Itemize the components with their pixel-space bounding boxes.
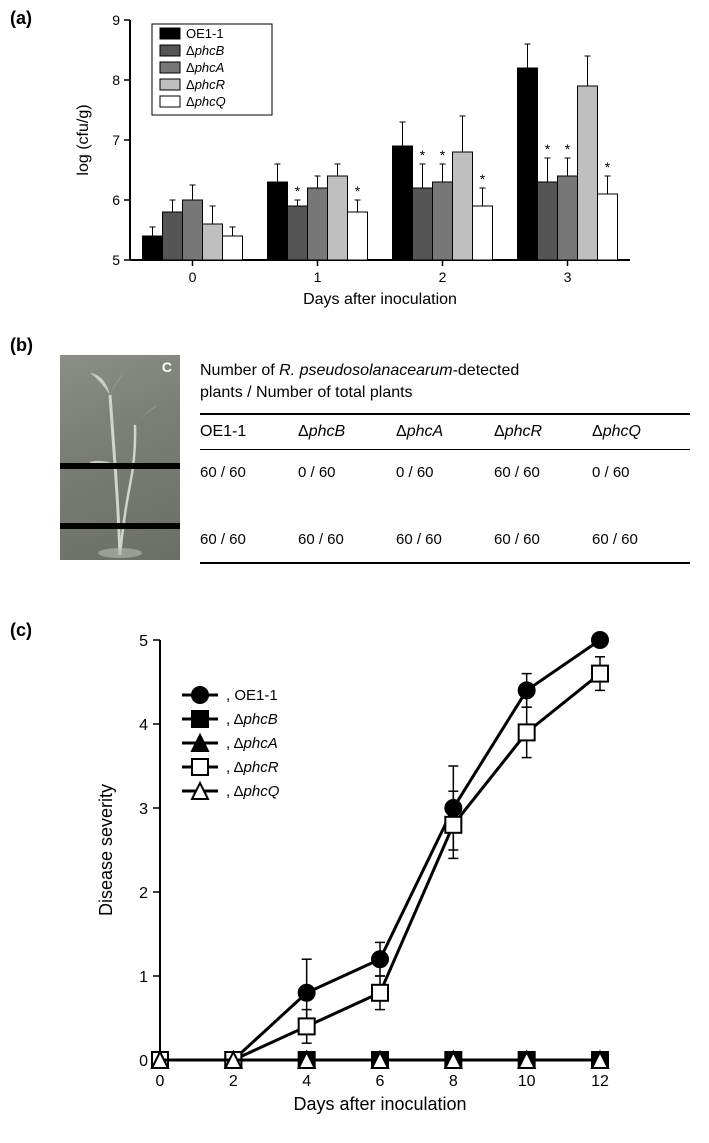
- panel-c-label: (c): [10, 620, 32, 641]
- table-cell: 60 / 60: [200, 531, 298, 548]
- svg-text:ΔphcR: ΔphcR: [186, 77, 225, 92]
- table-col-header: ΔphcQ: [592, 423, 690, 441]
- svg-text:*: *: [605, 159, 611, 175]
- svg-text:9: 9: [112, 12, 120, 28]
- svg-text:*: *: [545, 141, 551, 157]
- svg-text:4: 4: [139, 717, 148, 734]
- svg-text:Days after inoculation: Days after inoculation: [303, 291, 457, 308]
- svg-text:Disease severity: Disease severity: [96, 784, 116, 916]
- table-cell: 60 / 60: [494, 531, 592, 548]
- svg-text:12: 12: [591, 1073, 609, 1090]
- panel-c-chart: 012345024681012Disease severityDays afte…: [90, 620, 620, 1120]
- svg-text:, OE1-1: , OE1-1: [226, 687, 278, 704]
- svg-text:2: 2: [139, 885, 148, 902]
- svg-text:log (cfu/g): log (cfu/g): [75, 104, 92, 175]
- svg-text:, ΔphcR: , ΔphcR: [226, 759, 279, 776]
- title-seg2: -detected: [453, 362, 520, 379]
- svg-text:*: *: [480, 171, 486, 187]
- svg-text:OE1-1: OE1-1: [186, 26, 224, 41]
- title-line2: plants / Number of total plants: [200, 384, 413, 401]
- table-cell: 0 / 60: [298, 464, 396, 481]
- table-row: 60 / 600 / 600 / 6060 / 600 / 60: [200, 450, 690, 495]
- svg-text:Days after inoculation: Days after inoculation: [293, 1094, 466, 1114]
- svg-text:8: 8: [449, 1073, 458, 1090]
- svg-text:5: 5: [139, 633, 148, 650]
- svg-text:ΔphcA: ΔphcA: [186, 60, 224, 75]
- svg-text:*: *: [295, 183, 301, 199]
- svg-text:ΔphcB: ΔphcB: [186, 43, 225, 58]
- table-cell: 60 / 60: [592, 531, 690, 548]
- svg-text:10: 10: [518, 1073, 536, 1090]
- svg-text:*: *: [440, 147, 446, 163]
- table-cell: 60 / 60: [298, 531, 396, 548]
- lower-cut-line: [60, 523, 180, 529]
- table-header-row: OE1-1ΔphcBΔphcAΔphcRΔphcQ: [200, 415, 690, 449]
- svg-text:*: *: [355, 183, 361, 199]
- svg-text:6: 6: [112, 192, 120, 208]
- svg-text:, ΔphcA: , ΔphcA: [226, 735, 278, 752]
- panel-b: C Number of R. pseudosolanacearum-detect…: [10, 330, 700, 590]
- table-cell: 0 / 60: [396, 464, 494, 481]
- table-col-header: ΔphcA: [396, 423, 494, 441]
- svg-text:0: 0: [189, 269, 197, 285]
- table-title: Number of R. pseudosolanacearum-detected…: [200, 360, 690, 403]
- table-col-header: ΔphcB: [298, 423, 396, 441]
- panel-a-label: (a): [10, 8, 32, 29]
- title-seg1: Number of: [200, 362, 279, 379]
- detection-table: Number of R. pseudosolanacearum-detected…: [200, 360, 690, 564]
- title-italic: R. pseudosolanacearum: [279, 362, 452, 379]
- upper-cut-line: [60, 463, 180, 469]
- table-col-header: OE1-1: [200, 423, 298, 441]
- svg-text:3: 3: [139, 801, 148, 818]
- svg-text:ΔphcQ: ΔphcQ: [186, 94, 226, 109]
- svg-text:7: 7: [112, 132, 120, 148]
- svg-text:0: 0: [139, 1053, 148, 1070]
- svg-text:8: 8: [112, 72, 120, 88]
- svg-text:, ΔphcB: , ΔphcB: [226, 711, 278, 728]
- svg-text:1: 1: [139, 969, 148, 986]
- plant-photo: C: [60, 355, 180, 560]
- table-row: 60 / 6060 / 6060 / 6060 / 6060 / 60: [200, 517, 690, 562]
- table-cell: 0 / 60: [592, 464, 690, 481]
- table-cell: 60 / 60: [200, 464, 298, 481]
- svg-text:2: 2: [439, 269, 447, 285]
- svg-text:*: *: [420, 147, 426, 163]
- panel-a-chart: 5 6 7 8 9 log (cfu/g) 0 1 * * 2 * * * 3 * * * Days after i…: [70, 10, 640, 310]
- table-cell: 60 / 60: [494, 464, 592, 481]
- svg-text:0: 0: [156, 1073, 165, 1090]
- svg-text:, ΔphcQ: , ΔphcQ: [226, 783, 280, 800]
- svg-text:1: 1: [314, 269, 322, 285]
- svg-text:3: 3: [564, 269, 572, 285]
- svg-text:*: *: [565, 141, 571, 157]
- svg-text:6: 6: [376, 1073, 385, 1090]
- svg-text:2: 2: [229, 1073, 238, 1090]
- svg-text:4: 4: [302, 1073, 311, 1090]
- table-rule-bottom: [200, 562, 690, 564]
- table-col-header: ΔphcR: [494, 423, 592, 441]
- svg-text:5: 5: [112, 252, 120, 268]
- table-cell: 60 / 60: [396, 531, 494, 548]
